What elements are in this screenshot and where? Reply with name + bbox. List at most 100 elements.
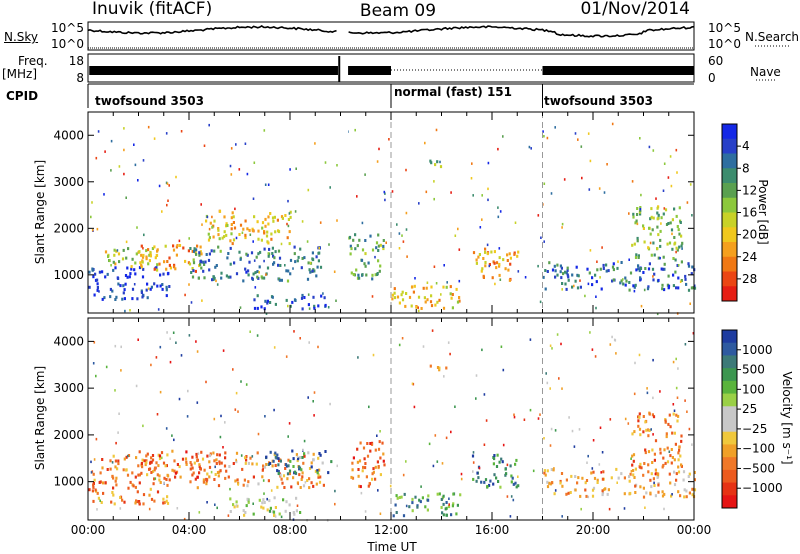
echo-cell [354, 233, 357, 237]
echo-cell [392, 514, 395, 518]
echo-cell [266, 299, 269, 303]
echo-cell [318, 452, 321, 455]
sparse-echo [188, 334, 191, 337]
echo-cell [213, 249, 216, 253]
echo-cell [225, 469, 228, 473]
sparse-echo [137, 179, 139, 182]
sparse-echo [441, 462, 444, 465]
echo-cell [217, 474, 220, 478]
echo-cell [638, 415, 641, 419]
echo-cell [260, 238, 263, 242]
echo-cell [168, 256, 171, 260]
echo-cell [631, 463, 634, 467]
echo-cell [114, 465, 117, 469]
echo-cell [142, 267, 145, 271]
nave-tick-top: 60 [708, 54, 724, 68]
echo-cell [628, 475, 631, 479]
freq-block-0 [89, 66, 338, 75]
sparse-echo [500, 345, 503, 348]
sparse-echo [161, 456, 163, 460]
sparse-echo [318, 246, 320, 250]
sparse-echo [630, 470, 633, 473]
echo-cell [656, 217, 659, 221]
echo-cell [126, 266, 129, 270]
echo-cell [430, 285, 433, 289]
sparse-echo [640, 193, 642, 197]
sparse-echo [517, 475, 519, 478]
echo-cell [612, 278, 615, 282]
echo-cell [426, 298, 429, 302]
echo-cell [506, 253, 509, 257]
echo-cell [617, 476, 620, 480]
sparse-echo [307, 396, 309, 399]
echo-cell [219, 469, 222, 473]
echo-cell [352, 273, 355, 276]
sparse-echo [659, 390, 661, 393]
sparse-echo [439, 160, 441, 164]
sparse-echo [649, 241, 652, 245]
echo-cell [271, 464, 274, 468]
echo-cell [173, 469, 176, 473]
echo-cell [296, 459, 299, 463]
echo-cell [571, 273, 574, 277]
echo-cell [639, 267, 643, 270]
sparse-echo [229, 164, 232, 168]
sparse-echo [543, 240, 545, 243]
echo-cell [96, 286, 99, 289]
echo-cell [317, 304, 320, 308]
sparse-echo [105, 365, 108, 369]
echo-cell [567, 278, 570, 282]
echo-cell [250, 251, 254, 255]
echo-cell [678, 448, 681, 452]
echo-cell [96, 282, 99, 286]
echo-cell [644, 448, 647, 452]
echo-cell [499, 485, 502, 489]
sparse-echo [668, 450, 671, 453]
sparse-echo [660, 222, 662, 225]
sparse-echo [167, 199, 169, 202]
sparse-echo [292, 267, 294, 270]
echo-cell [395, 511, 398, 514]
echo-cell [124, 274, 128, 277]
echo-cell [398, 496, 401, 499]
echo-cell [123, 457, 126, 461]
echo-cell [323, 296, 326, 300]
echo-cell [546, 270, 549, 273]
power-ylabel: Slant Range [km] [33, 159, 47, 265]
sparse-echo [579, 279, 581, 282]
echo-cell [232, 462, 235, 465]
echo-cell [361, 248, 365, 252]
sparse-echo [502, 443, 505, 447]
echo-cell [629, 271, 633, 275]
echo-cell [192, 471, 195, 475]
echo-cell [198, 253, 201, 257]
echo-cell [671, 247, 674, 251]
echo-cell [291, 449, 294, 453]
echo-cell [669, 221, 672, 225]
echo-cell [411, 285, 414, 289]
sparse-echo [445, 436, 448, 440]
echo-cell [310, 481, 313, 485]
sparse-echo [475, 374, 478, 377]
echo-cell [571, 285, 574, 289]
echo-cell [663, 492, 666, 496]
echo-cell [478, 253, 481, 256]
echo-cell [628, 479, 631, 483]
echo-cell [101, 270, 104, 274]
echo-cell [684, 274, 687, 278]
echo-cell [189, 461, 192, 464]
echo-cell [650, 485, 653, 489]
echo-cell [138, 500, 141, 503]
echo-cell [308, 486, 311, 490]
sparse-echo [391, 190, 394, 193]
echo-cell [232, 215, 235, 219]
echo-cell [324, 450, 327, 453]
echo-cell [590, 471, 593, 475]
sparse-echo [90, 471, 93, 474]
echo-cell [430, 294, 433, 298]
echo-cell [400, 495, 403, 499]
echo-cell [377, 249, 380, 252]
echo-cell [667, 274, 670, 278]
sparse-echo [249, 330, 251, 333]
sparse-echo [385, 241, 387, 244]
